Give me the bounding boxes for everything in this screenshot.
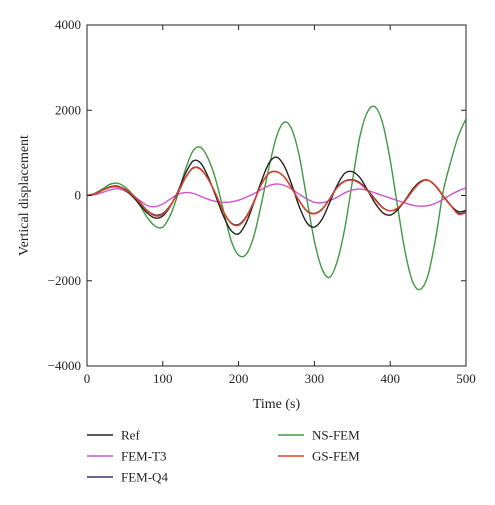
x-tick-label: 400: [380, 371, 400, 386]
legend-label-gs-fem: GS-FEM: [312, 449, 360, 464]
series-line-gs-fem: [87, 166, 466, 227]
series-line-ns-fem: [87, 105, 466, 291]
legend-label-ns-fem: NS-FEM: [312, 428, 360, 443]
y-tick-label: 4000: [55, 17, 81, 32]
series-layer: [87, 105, 466, 291]
y-tick-label: 0: [75, 188, 82, 203]
x-axis-label: Time (s): [253, 397, 301, 412]
y-tick-label: 2000: [55, 102, 81, 117]
y-tick-label: −4000: [48, 358, 81, 373]
legend-label-fem-q4: FEM-Q4: [121, 470, 168, 485]
legend-label-ref: Ref: [121, 428, 140, 443]
y-tick-label: −2000: [48, 273, 81, 288]
x-axis-ticks: 0 100 200 300 400 500: [84, 25, 476, 386]
y-axis-ticks: −4000 −2000 0 2000 4000: [48, 17, 466, 373]
legend: Ref FEM-T3 FEM-Q4 NS-FEM GS-FEM: [87, 428, 360, 485]
x-tick-label: 0: [84, 371, 91, 386]
x-tick-label: 500: [456, 371, 476, 386]
x-tick-label: 200: [229, 371, 249, 386]
x-tick-label: 100: [153, 371, 173, 386]
y-axis-label: Vertical displacement: [17, 135, 32, 256]
x-tick-label: 300: [305, 371, 325, 386]
legend-label-fem-t3: FEM-T3: [121, 449, 167, 464]
